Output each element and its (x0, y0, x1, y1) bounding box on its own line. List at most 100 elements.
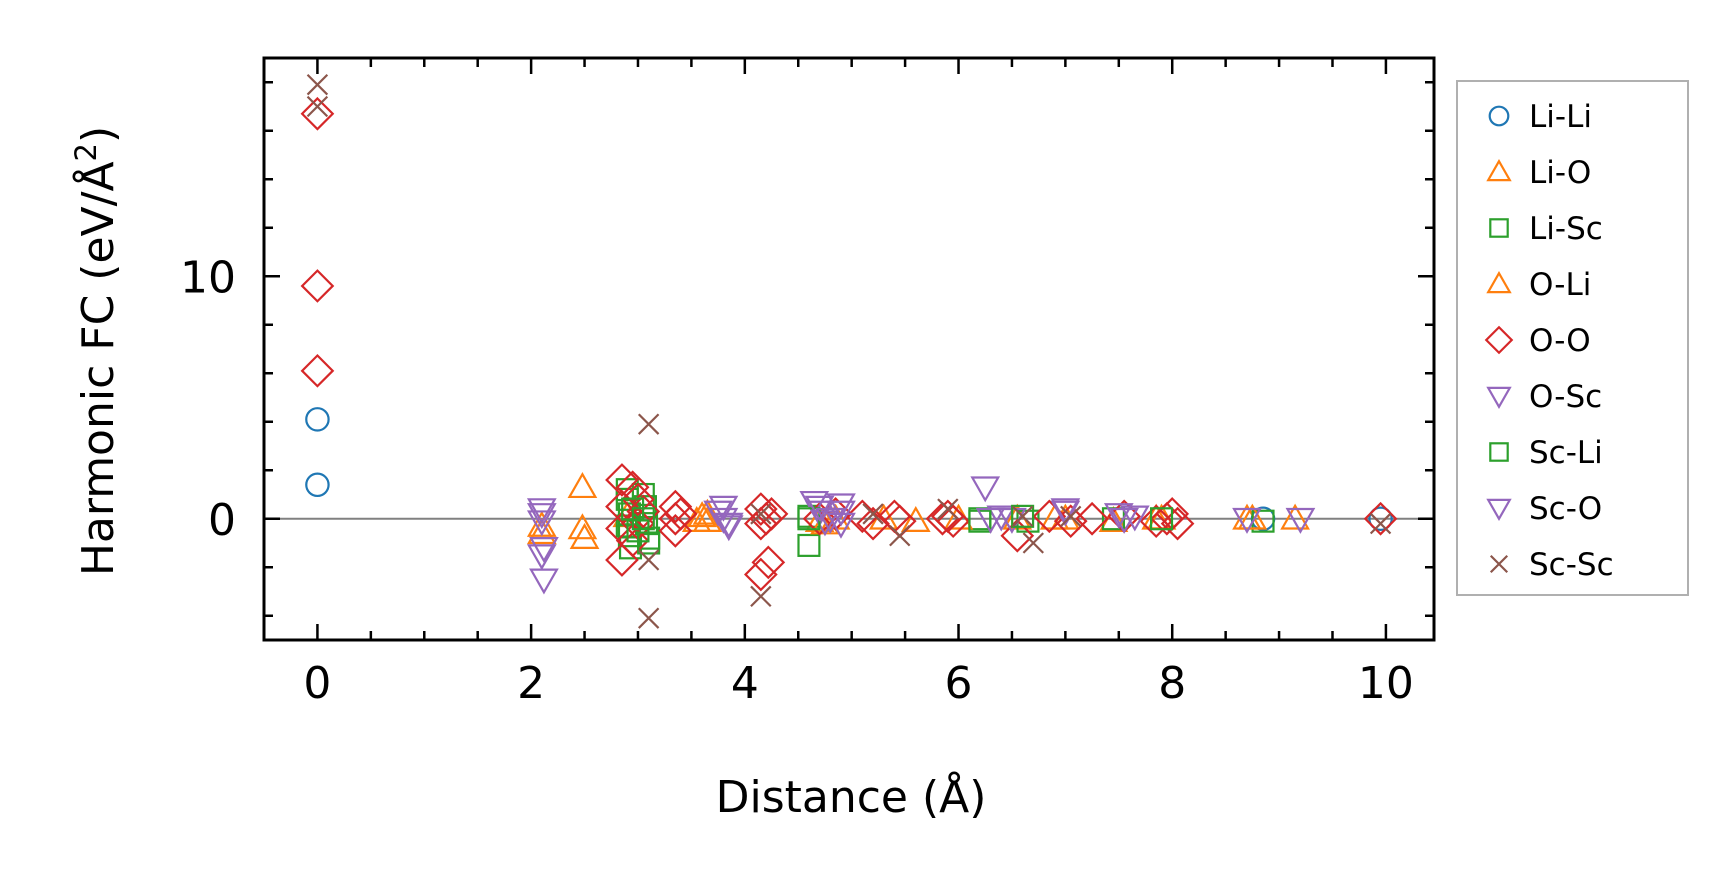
data-point-triangle-down (529, 568, 559, 595)
data-point-diamond (621, 482, 655, 517)
legend: Li-Li Li-O Li-Sc O-Li O-O O-Sc Sc-Li Sc-O Sc-Sc (1456, 80, 1689, 596)
legend-item: Sc-Li (1489, 435, 1603, 471)
data-point-diamond (856, 506, 890, 541)
legend-marker-triangle-up (1486, 158, 1512, 182)
data-point-x (1060, 505, 1082, 528)
x-tick-label: 2 (517, 658, 545, 709)
tick-labels: 0 2 4 6 8 10 0 10 (180, 252, 1414, 709)
data-point-diamond (626, 494, 661, 529)
data-point-triangle-down (526, 503, 557, 530)
legend-item: Sc-O (1486, 491, 1602, 527)
data-point-diamond (300, 269, 335, 303)
legend-item: Li-Li (1488, 99, 1592, 135)
data-point-triangle-down (975, 507, 1006, 534)
data-point-square (1011, 504, 1035, 528)
data-point-triangle-up (567, 472, 598, 499)
series-sc-li (621, 497, 1174, 555)
data-point-square (1149, 507, 1174, 531)
data-markers (300, 73, 1398, 629)
axes-frame (262, 56, 1436, 642)
data-point-x (1011, 505, 1034, 528)
data-point-triangle-up (526, 518, 557, 545)
data-point-diamond (615, 470, 650, 505)
data-point-diamond (1075, 501, 1109, 536)
x-tick-label: 4 (731, 658, 759, 709)
legend-marker-square (1489, 218, 1509, 238)
y-tick-label: 10 (180, 252, 236, 303)
data-point-triangle-down (526, 510, 557, 537)
data-point-square (631, 507, 655, 531)
legend-marker-square (1489, 442, 1509, 462)
data-point-x (306, 73, 329, 96)
series-sc-sc (306, 73, 1392, 629)
data-point-triangle-down (1285, 507, 1316, 534)
data-point-triangle-up (1237, 503, 1268, 530)
data-point-triangle-up (567, 513, 598, 540)
data-point-triangle-down (529, 537, 559, 564)
data-point-triangle-down (1103, 503, 1134, 530)
legend-item: O-Li (1486, 267, 1591, 303)
data-point-diamond (936, 504, 971, 539)
data-point-diamond (663, 497, 698, 531)
data-point-x (750, 585, 772, 608)
data-point-triangle-down (1119, 505, 1150, 532)
data-point-triangle-down (815, 507, 846, 534)
data-point-x (637, 549, 660, 571)
legend-marker-circle (1488, 105, 1510, 127)
data-point-diamond (1160, 506, 1195, 541)
data-point-circle (305, 407, 330, 432)
plot-frame (262, 56, 1436, 642)
series-sc-o (526, 495, 1139, 564)
data-point-triangle-down (1050, 500, 1081, 527)
data-point-x (637, 607, 660, 629)
data-point-circle (305, 472, 330, 498)
data-point-square (797, 533, 821, 557)
data-point-x (937, 498, 959, 520)
legend-label: Li-O (1529, 155, 1591, 191)
legend-item: Li-Sc (1489, 211, 1603, 247)
y-axis-label-close: ) (73, 126, 124, 143)
data-point-diamond (1139, 504, 1174, 539)
legend-label: Sc-O (1529, 491, 1602, 527)
data-point-triangle-down (970, 476, 1001, 503)
x-axis-label: Distance (Å) (716, 770, 987, 823)
data-point-diamond (605, 463, 639, 497)
y-axis-label: Harmonic FC (eV/Å2) (69, 126, 124, 576)
data-point-triangle-down (826, 500, 856, 527)
legend-label: O-O (1529, 323, 1591, 359)
data-point-triangle-up (900, 505, 931, 532)
data-point-x (750, 503, 772, 525)
legend-marker-triangle-up (1486, 270, 1512, 294)
y-tick-label: 0 (208, 495, 236, 546)
data-point-triangle-down (1109, 507, 1139, 534)
data-point-diamond (658, 489, 693, 524)
data-point-square (637, 531, 661, 555)
data-point-triangle-down (986, 505, 1017, 532)
legend-item: Li-O (1486, 155, 1591, 191)
data-point-triangle-down (826, 493, 856, 520)
x-tick-label: 10 (1358, 658, 1414, 709)
legend-item: O-Sc (1486, 379, 1602, 415)
data-point-square (634, 512, 659, 536)
legend-label: Sc-Li (1529, 435, 1603, 471)
y-axis-label-superscript: 2 (69, 143, 103, 161)
data-point-x (889, 525, 911, 547)
data-point-diamond (754, 497, 789, 531)
legend-marker-triangle-down (1486, 498, 1512, 522)
data-point-x (1369, 512, 1392, 535)
legend-item: O-O (1484, 323, 1591, 359)
legend-marker-diamond (1484, 325, 1514, 355)
data-point-circle (1368, 506, 1393, 532)
legend-label: Sc-Sc (1529, 547, 1614, 583)
x-tick-label: 8 (1158, 658, 1186, 709)
x-tick-label: 0 (303, 658, 331, 709)
data-point-x (637, 413, 660, 435)
data-point-triangle-down (713, 512, 744, 539)
data-point-triangle-down (1232, 507, 1262, 534)
data-point-diamond (743, 557, 778, 592)
axis-ticks (262, 58, 1434, 640)
data-point-triangle-down (526, 544, 557, 571)
data-point-triangle-down (1050, 498, 1081, 525)
y-axis-label-main: Harmonic FC (eV/Å (71, 161, 124, 576)
